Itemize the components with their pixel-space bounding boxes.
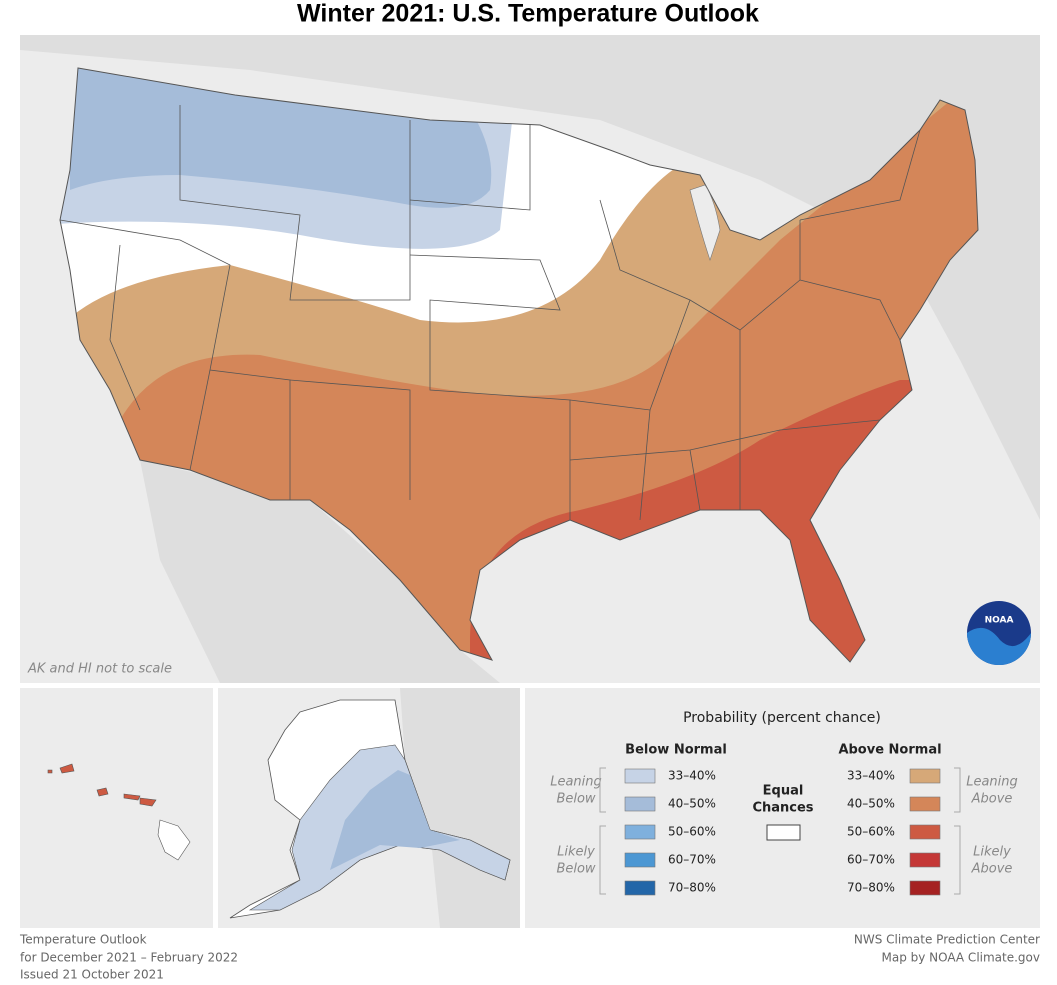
- above-swatch: [909, 880, 941, 896]
- above-swatch: [909, 852, 941, 868]
- noaa-logo: NOAA: [967, 601, 1031, 665]
- canada: [20, 35, 1040, 520]
- likely-above-line: Likely: [973, 845, 1011, 860]
- below-swatch: [624, 852, 656, 868]
- below-bin-label: 33–40%: [668, 769, 716, 783]
- hawaii-big-island: [157, 819, 191, 861]
- below-swatch: [624, 880, 656, 896]
- hawaii-panel: [20, 688, 213, 928]
- legend-panel: [525, 688, 1040, 928]
- above-bin-label: 40–50%: [847, 797, 895, 811]
- lake-michigan: [689, 184, 721, 261]
- leaning-above-line: Leaning: [966, 775, 1018, 790]
- below-heading: Below Normal: [625, 743, 727, 758]
- likely-above-line: Above: [971, 862, 1013, 877]
- above-heading: Above Normal: [838, 743, 941, 758]
- leaning-above-line: Above: [971, 792, 1013, 807]
- alaska-below-40-50: [330, 770, 460, 870]
- above-swatch: [909, 796, 941, 812]
- equal-chances-line: Chances: [752, 801, 813, 816]
- state-lines: [60, 105, 921, 521]
- logo-wave: [967, 627, 1031, 665]
- title: Winter 2021: U.S. Temperature Outlook: [297, 0, 759, 28]
- footer-left-line: Temperature Outlook: [19, 933, 147, 947]
- footer-right-line: NWS Climate Prediction Center: [854, 933, 1040, 947]
- below-bin-label: 40–50%: [668, 797, 716, 811]
- above-swatch: [909, 824, 941, 840]
- legend-brackets: [599, 767, 961, 895]
- legend-title: Probability (percent chance): [683, 710, 881, 726]
- logo-text: NOAA: [985, 616, 1014, 626]
- above-bin-label: 70–80%: [847, 881, 895, 895]
- us-outline: [59, 67, 979, 663]
- map-note: AK and HI not to scale: [27, 662, 172, 677]
- above-swatch: [909, 768, 941, 784]
- above-bin-label: 50–60%: [847, 825, 895, 839]
- likely-below-line: Likely: [557, 845, 595, 860]
- equal-chances-swatch: [766, 824, 801, 841]
- hawaii: [47, 763, 157, 807]
- above-bin-label: 33–40%: [847, 769, 895, 783]
- mexico: [140, 460, 500, 683]
- above-bin-label: 60–70%: [847, 853, 895, 867]
- leaning-below-line: Leaning: [550, 775, 602, 790]
- footer-right-line: Map by NOAA Climate.gov: [881, 951, 1040, 965]
- below-bin-label: 70–80%: [668, 881, 716, 895]
- footer-left-line: Issued 21 October 2021: [20, 968, 164, 982]
- equal-chances-line: Equal: [763, 784, 804, 799]
- likely-below-line: Below: [556, 862, 595, 877]
- below-swatch: [624, 824, 656, 840]
- below-bin-label: 60–70%: [668, 853, 716, 867]
- footer-left-line: for December 2021 – February 2022: [20, 951, 238, 965]
- below-bin-label: 50–60%: [668, 825, 716, 839]
- below-swatch: [624, 796, 656, 812]
- below-swatch: [624, 768, 656, 784]
- leaning-below-line: Below: [556, 792, 595, 807]
- legend-rows: 33–40% 40–50% 50–60% 60–70% 70–80% 33–40% 40–5…: [624, 768, 941, 896]
